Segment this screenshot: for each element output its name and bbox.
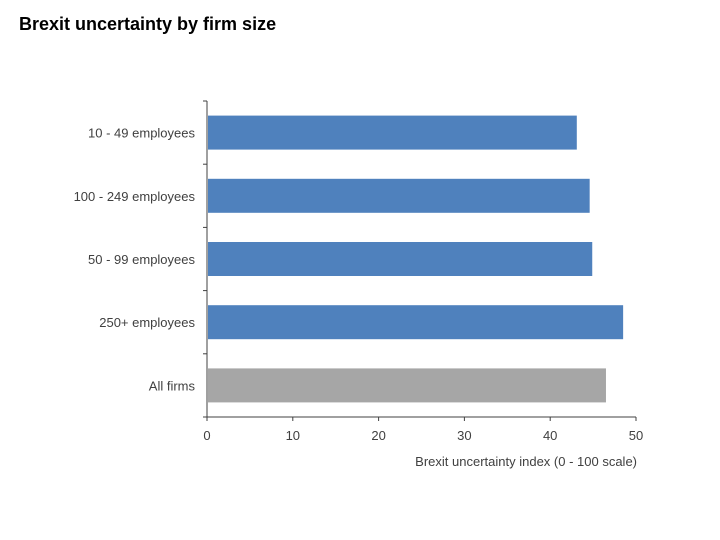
chart-title: Brexit uncertainty by firm size	[19, 14, 277, 34]
bar	[208, 368, 606, 403]
category-label: 100 - 249 employees	[74, 189, 196, 204]
category-label: All firms	[149, 378, 196, 393]
axes-layer: 10 - 49 employees 100 - 249 employees 50 -…	[74, 100, 643, 443]
x-axis-title: Brexit uncertainty index (0 - 100 scale)	[415, 454, 637, 469]
x-tick-label: 20	[371, 428, 385, 443]
x-tick-label: 40	[543, 428, 557, 443]
category-label: 50 - 99 employees	[88, 252, 195, 267]
x-tick-label: 50	[629, 428, 643, 443]
category-label: 250+ employees	[99, 315, 195, 330]
x-tick-label: 30	[457, 428, 471, 443]
bar	[208, 305, 624, 340]
x-tick-label: 0	[203, 428, 210, 443]
x-tick-label: 10	[286, 428, 300, 443]
bar	[208, 115, 577, 150]
bar	[208, 178, 590, 213]
bar	[208, 242, 593, 276]
bars-layer	[208, 115, 624, 403]
category-label: 10 - 49 employees	[88, 126, 195, 141]
